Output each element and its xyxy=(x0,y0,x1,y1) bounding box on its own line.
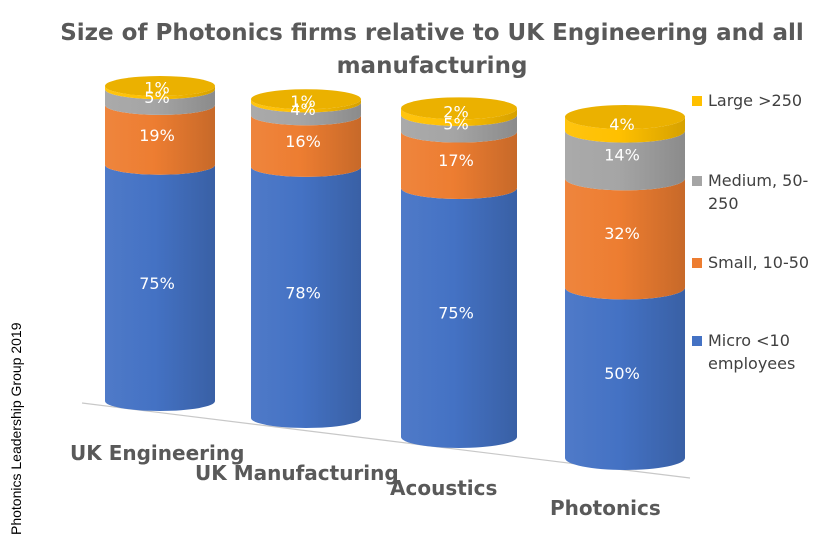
data-label: 5% xyxy=(443,114,468,133)
data-label: 4% xyxy=(609,115,634,134)
category-label: UK Manufacturing xyxy=(195,461,399,485)
legend-swatch xyxy=(692,176,702,186)
data-label: 50% xyxy=(604,364,640,383)
data-label: 17% xyxy=(438,151,474,170)
category-label: UK Engineering xyxy=(70,441,244,465)
bar-segment-small-10-50-4 xyxy=(565,178,685,300)
cylinder-4: 50% 32% 14% 4% xyxy=(565,105,685,470)
legend-item-large-250: Large >250 xyxy=(692,91,802,110)
category-label: Photonics xyxy=(550,496,661,520)
plot-area: 75%19%5%1%78%16%4%1%75%17%5%2%50%32%14%4… xyxy=(105,76,685,470)
cylinder-top-cap-3 xyxy=(401,97,517,120)
bar-segment-large-250-3 xyxy=(401,108,517,126)
data-label: 5% xyxy=(144,88,169,107)
data-label: 16% xyxy=(285,132,321,151)
legend-label: 250 xyxy=(708,194,739,213)
chart-title-line-1: Size of Photonics firms relative to UK E… xyxy=(60,20,804,46)
bar-segment-medium-50-250-2 xyxy=(251,102,361,126)
cylinder-3: 75% 17% 5%2% xyxy=(401,97,517,448)
data-label: 19% xyxy=(139,126,175,145)
legend-label: Large >250 xyxy=(708,91,802,110)
bar-segment-small-10-50-2 xyxy=(251,115,361,177)
bar-segment-micro-10-employees-1 xyxy=(105,164,215,411)
cylinder-top-cap-4 xyxy=(565,105,685,129)
data-label: 75% xyxy=(139,274,175,293)
bar-segment-micro-10-employees-2 xyxy=(251,166,361,428)
legend-item-small-10-50: Small, 10-50 xyxy=(692,253,809,272)
bar-segment-large-250-4 xyxy=(565,117,685,143)
category-label: Acoustics xyxy=(390,476,497,500)
cylinder-top-cap-2 xyxy=(251,89,361,110)
source-note: Photonics Leadership Group 2019 xyxy=(8,322,24,535)
cylinder-2: 78% 16% 4%1% xyxy=(251,89,361,428)
bar-segment-small-10-50-1 xyxy=(105,104,215,175)
data-label: 75% xyxy=(438,304,474,323)
legend: Large >250 Medium, 50- 250 Small, 10-50 Micr… xyxy=(692,91,809,373)
chart-title-line-2: manufacturing xyxy=(337,53,528,79)
legend-swatch xyxy=(692,96,702,106)
legend-item-micro-10-employees: Micro <10 employees xyxy=(692,331,795,373)
bar-segment-micro-10-employees-4 xyxy=(565,287,685,470)
data-label: 1% xyxy=(144,79,169,98)
legend-label: employees xyxy=(708,354,795,373)
legend-label: Small, 10-50 xyxy=(708,253,809,272)
data-label: 14% xyxy=(604,146,640,165)
bar-segment-medium-50-250-1 xyxy=(105,89,215,115)
data-label: 1% xyxy=(290,92,315,111)
data-label: 32% xyxy=(604,224,640,243)
bar-segment-large-250-1 xyxy=(105,86,215,100)
data-label: 2% xyxy=(443,103,468,122)
cylinder-1: 75% 19% 5%1% xyxy=(105,76,215,411)
bar-segment-micro-10-employees-3 xyxy=(401,188,517,448)
data-label: 4% xyxy=(290,100,315,119)
legend-item-medium-50-250: Medium, 50- 250 xyxy=(692,171,808,213)
bar-segment-medium-50-250-4 xyxy=(565,130,685,191)
legend-label: Medium, 50- xyxy=(708,171,808,190)
legend-swatch xyxy=(692,336,702,346)
legend-swatch xyxy=(692,258,702,268)
cylinder-top-cap-1 xyxy=(105,76,215,96)
bar-segment-large-250-2 xyxy=(251,99,361,113)
bar-segment-small-10-50-3 xyxy=(401,131,517,199)
data-label: 78% xyxy=(285,283,321,302)
chart-title: Size of Photonics firms relative to UK E… xyxy=(60,20,804,79)
bar-segment-medium-50-250-3 xyxy=(401,114,517,143)
legend-label: Micro <10 xyxy=(708,331,790,350)
